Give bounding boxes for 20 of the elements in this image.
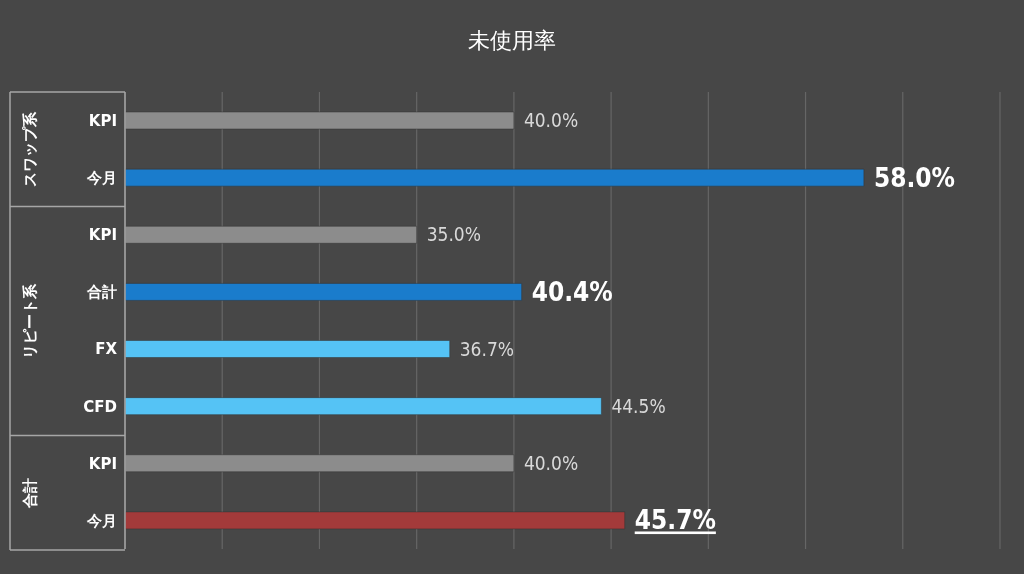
- y-tick-label: CFD: [83, 397, 117, 416]
- data-label: 40.0%: [523, 451, 579, 474]
- data-label: 44.5%: [611, 394, 666, 417]
- text: スワップ系: [21, 110, 40, 187]
- data-label: 40.4%: [531, 276, 613, 307]
- data-label: 36.7%: [459, 337, 515, 360]
- data-label: 58.0%: [873, 162, 956, 193]
- data-label: 35.0%: [426, 223, 481, 246]
- y-tick-label: KPI: [88, 111, 117, 130]
- chart-title: 未使用率: [467, 27, 557, 55]
- data-label: 45.7%: [634, 505, 716, 536]
- y-tick-label: KPI: [88, 226, 117, 245]
- text: 合計: [21, 477, 40, 509]
- y-tick-label: 今月: [86, 169, 117, 188]
- y-tick-label: 今月: [86, 511, 117, 530]
- y-tick-label: KPI: [88, 454, 117, 473]
- y-tick-label: FX: [95, 340, 118, 359]
- data-label: 40.0%: [523, 109, 579, 132]
- text: リピート系: [21, 282, 40, 359]
- y-tick-label: 合計: [86, 283, 117, 302]
